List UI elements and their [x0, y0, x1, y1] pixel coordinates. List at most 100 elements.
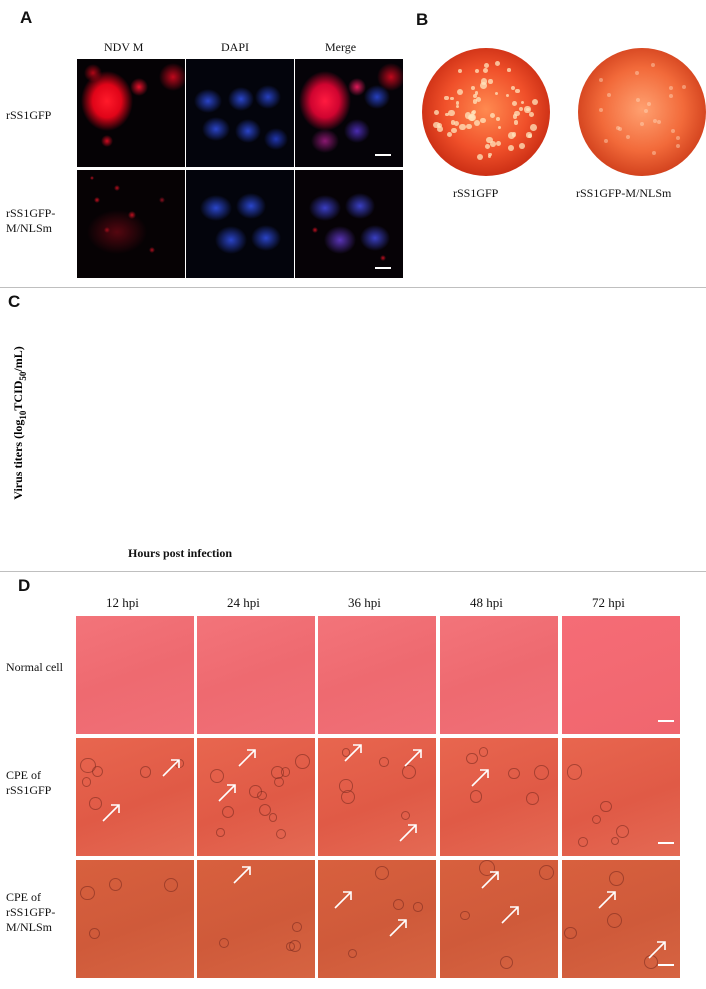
cell — [526, 792, 539, 805]
plaque — [480, 78, 488, 86]
plaque — [494, 91, 498, 95]
arrow-icon — [162, 759, 180, 777]
cell — [375, 866, 390, 881]
micrograph-0-0 — [76, 616, 194, 734]
plaque — [675, 143, 680, 148]
plaque — [488, 79, 493, 84]
plaque — [530, 124, 538, 132]
plaque — [510, 86, 515, 91]
cell — [164, 877, 179, 892]
plaque — [455, 105, 459, 109]
micrograph-1-1 — [197, 738, 315, 856]
cell — [459, 910, 470, 921]
plaque — [471, 85, 475, 90]
plaque — [599, 107, 604, 112]
plaque — [670, 129, 675, 134]
column-header-24-hpi: 24 hpi — [227, 595, 260, 610]
separator-a-c — [0, 287, 706, 288]
micrograph-0-2 — [318, 616, 436, 734]
plaque-plate-rss1gfp — [422, 48, 550, 176]
arrow-icon — [334, 891, 352, 909]
micrograph-2-3 — [440, 860, 558, 978]
row-label-rss1gfp-m-nlsm: rSS1GFP- M/NLSm — [6, 206, 56, 235]
plaque — [639, 121, 644, 126]
plaque — [669, 85, 674, 90]
panel-label-d: D — [18, 576, 31, 595]
x-axis-label: Hours post infection — [128, 546, 233, 560]
plaque — [472, 98, 478, 104]
separator-c-d — [0, 571, 706, 572]
cell — [401, 811, 411, 821]
cell — [609, 870, 625, 886]
cell — [466, 752, 478, 765]
cell — [89, 797, 102, 810]
micrograph-2-1 — [197, 860, 315, 978]
cell — [538, 864, 554, 880]
cell — [564, 926, 577, 940]
column-header-merge: Merge — [325, 40, 357, 54]
y-axis-label: Virus titers (log10TCID50/mL) — [11, 346, 28, 500]
arrow-icon — [389, 919, 407, 937]
arrow-icon — [238, 749, 256, 767]
plaque — [652, 150, 657, 155]
micrograph-0-3 — [440, 616, 558, 734]
plaque — [469, 113, 477, 121]
plaque — [484, 144, 490, 150]
micrograph-0-1 — [197, 616, 315, 734]
cell — [566, 764, 583, 781]
micrograph-dapi-rss1gfp — [186, 59, 294, 167]
cell — [82, 777, 92, 787]
cell — [273, 776, 285, 788]
plaque — [626, 134, 631, 139]
column-header-ndv-m: NDV M — [104, 40, 144, 54]
column-header-48-hpi: 48 hpi — [470, 595, 503, 610]
column-header-12-hpi: 12 hpi — [106, 595, 139, 610]
cell — [139, 766, 152, 778]
plaque — [652, 119, 657, 124]
cell — [478, 860, 495, 876]
plaque — [512, 101, 517, 107]
arrow-icon — [399, 824, 417, 842]
plaque — [444, 95, 449, 101]
cell — [534, 764, 550, 780]
cell — [295, 754, 310, 770]
plaque — [470, 110, 476, 116]
arrow-icon — [102, 804, 120, 822]
micrograph-1-0 — [76, 738, 194, 856]
plaque — [450, 96, 455, 101]
plaque — [511, 132, 517, 138]
row-label-rss1gfp: rSS1GFP — [6, 108, 52, 122]
plaque — [476, 153, 484, 161]
micrograph-2-2 — [318, 860, 436, 978]
plaque — [519, 142, 525, 149]
cell — [379, 757, 389, 767]
cell — [591, 814, 602, 825]
plaque — [644, 109, 649, 114]
cell — [291, 921, 302, 932]
plaque — [437, 125, 444, 132]
plaque — [526, 107, 530, 112]
plaque — [448, 109, 455, 117]
cell — [258, 803, 271, 817]
cell — [615, 824, 630, 839]
micrograph-dapi-rss1gfp-m-nlsm — [186, 170, 294, 278]
plaque — [514, 110, 520, 117]
plaque — [528, 111, 534, 117]
virus-titer-chart: Virus titers (log10TCID50/mL) 0246810122… — [11, 346, 28, 500]
plaque — [681, 84, 686, 89]
plaque — [480, 117, 486, 124]
row-label-1: CPE of rSS1GFP — [6, 768, 52, 797]
plaque — [669, 93, 674, 98]
plaque-plate-rss1gfp-m-nlsm — [578, 48, 706, 176]
cell — [606, 913, 623, 929]
plaque — [513, 114, 518, 119]
micrograph-1-4 — [562, 738, 680, 856]
arrow-icon — [501, 906, 519, 924]
plaque — [453, 121, 459, 127]
cell — [108, 877, 123, 892]
cell — [339, 779, 353, 793]
row-label-0: Normal cell — [6, 660, 63, 674]
column-header-72-hpi: 72 hpi — [592, 595, 625, 610]
plaque — [527, 134, 532, 138]
plaques — [578, 48, 706, 176]
